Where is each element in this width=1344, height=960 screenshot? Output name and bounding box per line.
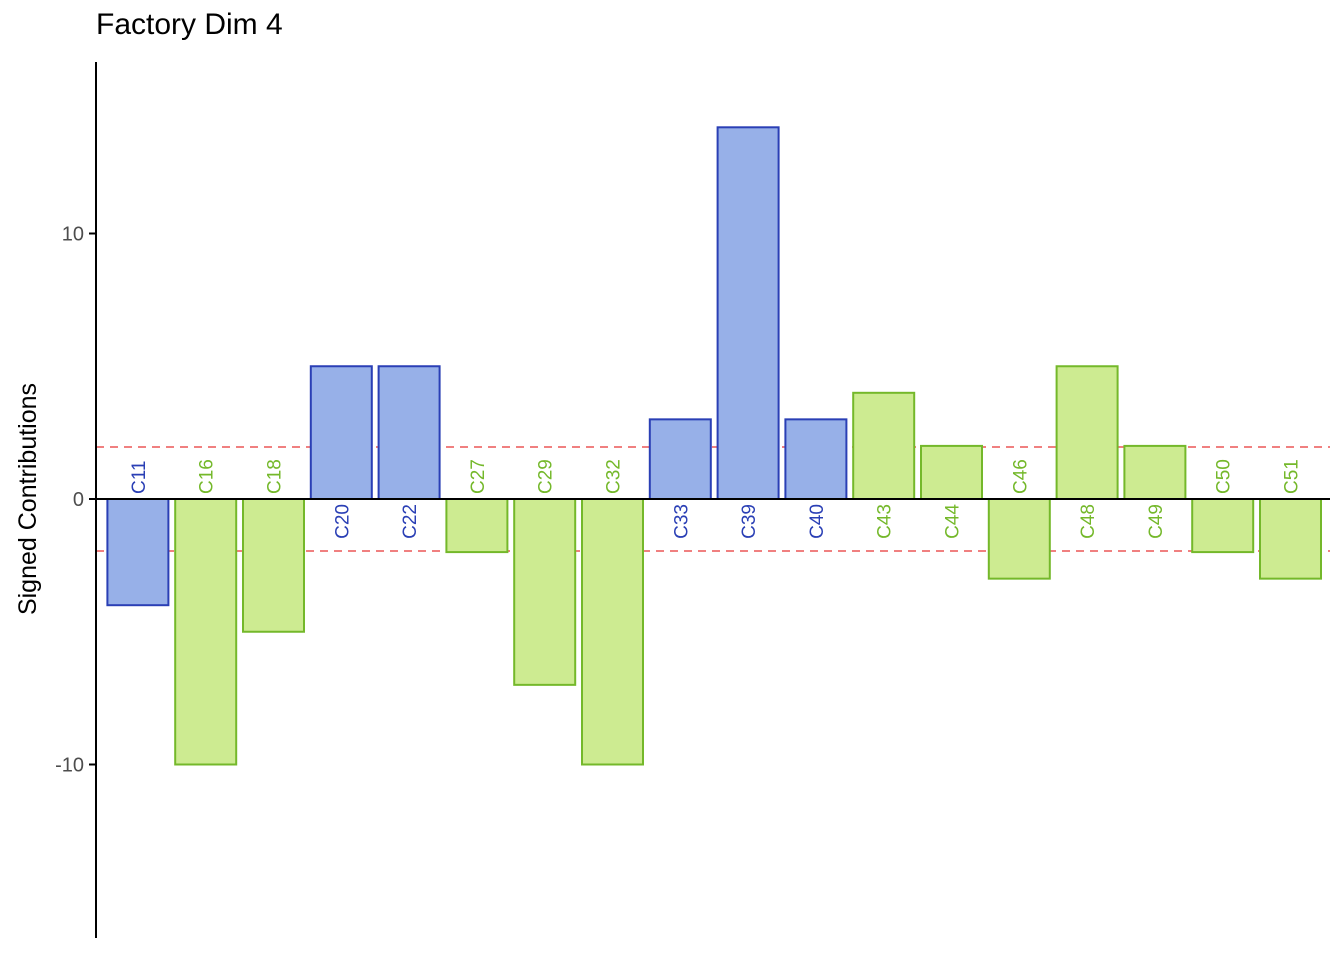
bar-label-c48: C48: [1078, 504, 1099, 539]
bar-label-c39: C39: [739, 504, 760, 539]
y-tick-label: 10: [62, 224, 84, 246]
bar-c48: [1055, 365, 1119, 500]
y-tick-label: 0: [73, 489, 84, 511]
bar-c27: [445, 498, 509, 554]
bar-label-c20: C20: [332, 504, 353, 539]
bar-label-c18: C18: [265, 459, 286, 494]
chart-title: Factory Dim 4: [96, 8, 283, 41]
bar-c16: [174, 498, 238, 766]
bar-c18: [242, 498, 305, 633]
bar-label-c29: C29: [536, 459, 557, 494]
bar-c22: [377, 365, 441, 500]
bar-c33: [648, 418, 712, 501]
bar-label-c11: C11: [129, 461, 150, 494]
bar-label-c33: C33: [671, 504, 692, 539]
bar-c44: [920, 444, 983, 500]
bar-label-c43: C43: [875, 504, 896, 539]
bar-label-c49: C49: [1146, 504, 1167, 539]
bar-label-c50: C50: [1214, 459, 1235, 494]
bar-c20: [309, 365, 373, 500]
y-tick-label: -10: [55, 755, 84, 777]
bar-c40: [784, 418, 848, 501]
bar-c39: [716, 126, 780, 501]
bar-c46: [987, 498, 1051, 580]
bar-label-c46: C46: [1010, 459, 1031, 494]
bar-c50: [1191, 498, 1255, 554]
bar-label-c32: C32: [604, 459, 625, 494]
bar-c51: [1259, 498, 1322, 580]
bar-label-c16: C16: [197, 459, 218, 494]
bar-c11: [106, 498, 170, 607]
bar-c49: [1123, 444, 1187, 500]
bar-c29: [513, 498, 577, 686]
bar-label-c51: C51: [1282, 459, 1303, 494]
bar-c32: [581, 498, 644, 766]
bar-label-c27: C27: [468, 459, 489, 494]
y-axis-title: Signed Contributions: [14, 383, 42, 615]
bar-label-c44: C44: [943, 504, 964, 539]
bar-c43: [852, 391, 916, 500]
bar-label-c22: C22: [400, 504, 421, 539]
bar-label-c40: C40: [807, 504, 828, 539]
